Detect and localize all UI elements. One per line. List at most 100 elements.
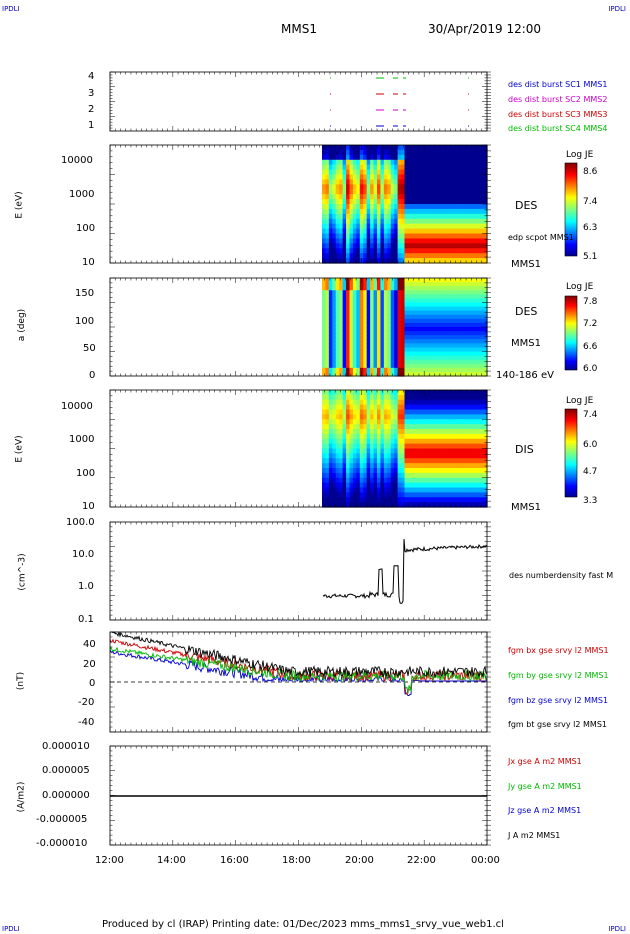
des-energy-cell [449,238,454,244]
des-pitch-cell [394,294,399,300]
dis-energy-cell [432,419,437,425]
des-pitch-cell [462,331,467,336]
des-energy-cell [411,174,416,181]
dis-energy-cell [380,492,385,498]
dis-energy-cell [462,487,467,493]
des-pitch-cell [370,359,375,365]
des-energy-cell [397,204,402,210]
dis-energy-cell [428,438,433,445]
dis-energy-cell [363,458,368,464]
des-pitch-cell [414,282,419,287]
des-pitch-cell [404,339,409,344]
des-pitch-cell [473,278,478,283]
des-pitch-cell [346,310,351,316]
des-pitch-cell [394,331,399,336]
des-pitch-cell [373,359,378,365]
des-pitch-cell [332,347,337,353]
des-pitch-cell [404,318,409,324]
des-pitch-cell [332,310,337,316]
des-energy-cell [322,204,327,210]
des-energy-cell [363,174,368,181]
dis-energy-cell [418,399,423,406]
des-pitch-cell [425,327,430,332]
des-pitch-cell [466,363,471,369]
dis-energy-cell [359,390,364,396]
des-energy-cell [459,213,464,220]
des-pitch-cell [432,331,437,336]
dis-energy-cell [428,394,433,401]
des-pitch-cell [401,294,406,300]
des-pitch-cell [445,278,450,283]
des-energy-cell [428,169,433,176]
des-pitch-cell [387,298,392,304]
dis-energy-cell [473,409,478,415]
dis-energy-cell [459,409,464,415]
des-energy-cell [469,233,474,240]
dis-energy-cell [366,497,371,503]
dis-energy-cell [459,463,464,469]
dis-energy-cell [432,443,437,450]
dis-energy-cell [476,433,481,440]
des-pitch-cell [352,327,357,332]
dis-energy-cell [349,492,354,498]
des-pitch-cell [401,286,406,291]
des-energy-cell [476,154,481,161]
des-energy-cell [356,194,361,200]
des-pitch-cell [401,331,406,336]
des-pitch-cell [476,302,481,308]
des-pitch-cell [445,363,450,369]
des-energy-cell [325,184,330,190]
des-pitch-cell [418,314,423,320]
dis-energy-cell [452,438,457,445]
dis-energy-cell [425,463,430,469]
des-energy-cell [397,179,402,185]
dis-energy-cell [462,463,467,469]
des-pitch-cell [356,294,361,300]
dis-energy-cell [442,497,447,503]
des-pitch-cell [476,306,481,312]
des-pitch-cell [411,347,416,353]
dis-energy-cell [404,458,409,464]
des-energy-cell [438,253,443,259]
des-energy-cell [428,213,433,220]
des-pitch-cell [359,294,364,300]
des-energy-cell [466,233,471,240]
des-energy-cell [370,145,375,151]
des-energy-cell [425,243,430,249]
dis-energy-cell [459,429,464,435]
des-pitch-cell [462,310,467,316]
des-energy-cell [452,243,457,249]
des-pitch-cell [390,302,395,308]
des-energy-cell [404,199,409,205]
des-pitch-cell [411,343,416,349]
des-pitch-cell [442,339,447,344]
des-energy-cell [456,248,461,254]
dis-energy-cell [469,497,474,503]
des-pitch-cell [404,314,409,320]
des-energy-cell [418,169,423,176]
des-pitch-cell [397,282,402,287]
dis-energy-cell [425,458,430,464]
des-energy-cell [432,208,437,215]
des-pitch-cell [435,367,440,373]
des-energy-cell [483,199,488,205]
des-pitch-cell [390,286,395,291]
burst-frame [109,71,488,132]
des-pitch-cell [469,290,474,295]
dis-energy-cell [476,429,481,435]
dis-energy-cell [401,429,406,435]
des-pitch-cell [452,371,457,377]
des-energy-cell [407,228,412,235]
des-pitch-cell [421,363,426,369]
des-pitch-cell [377,294,382,300]
dis-energy-cell [394,390,399,396]
des-energy-cell [339,184,344,190]
dis-energy-cell [401,414,406,420]
des-energy-cell [356,159,361,166]
dis-energy-cell [476,502,481,508]
dis-energy-cell [352,448,357,454]
dis-energy-cell [459,468,464,474]
des-pitch-cell [418,286,423,291]
des-pitch-cell [366,347,371,353]
des-pitch-cell [456,282,461,287]
